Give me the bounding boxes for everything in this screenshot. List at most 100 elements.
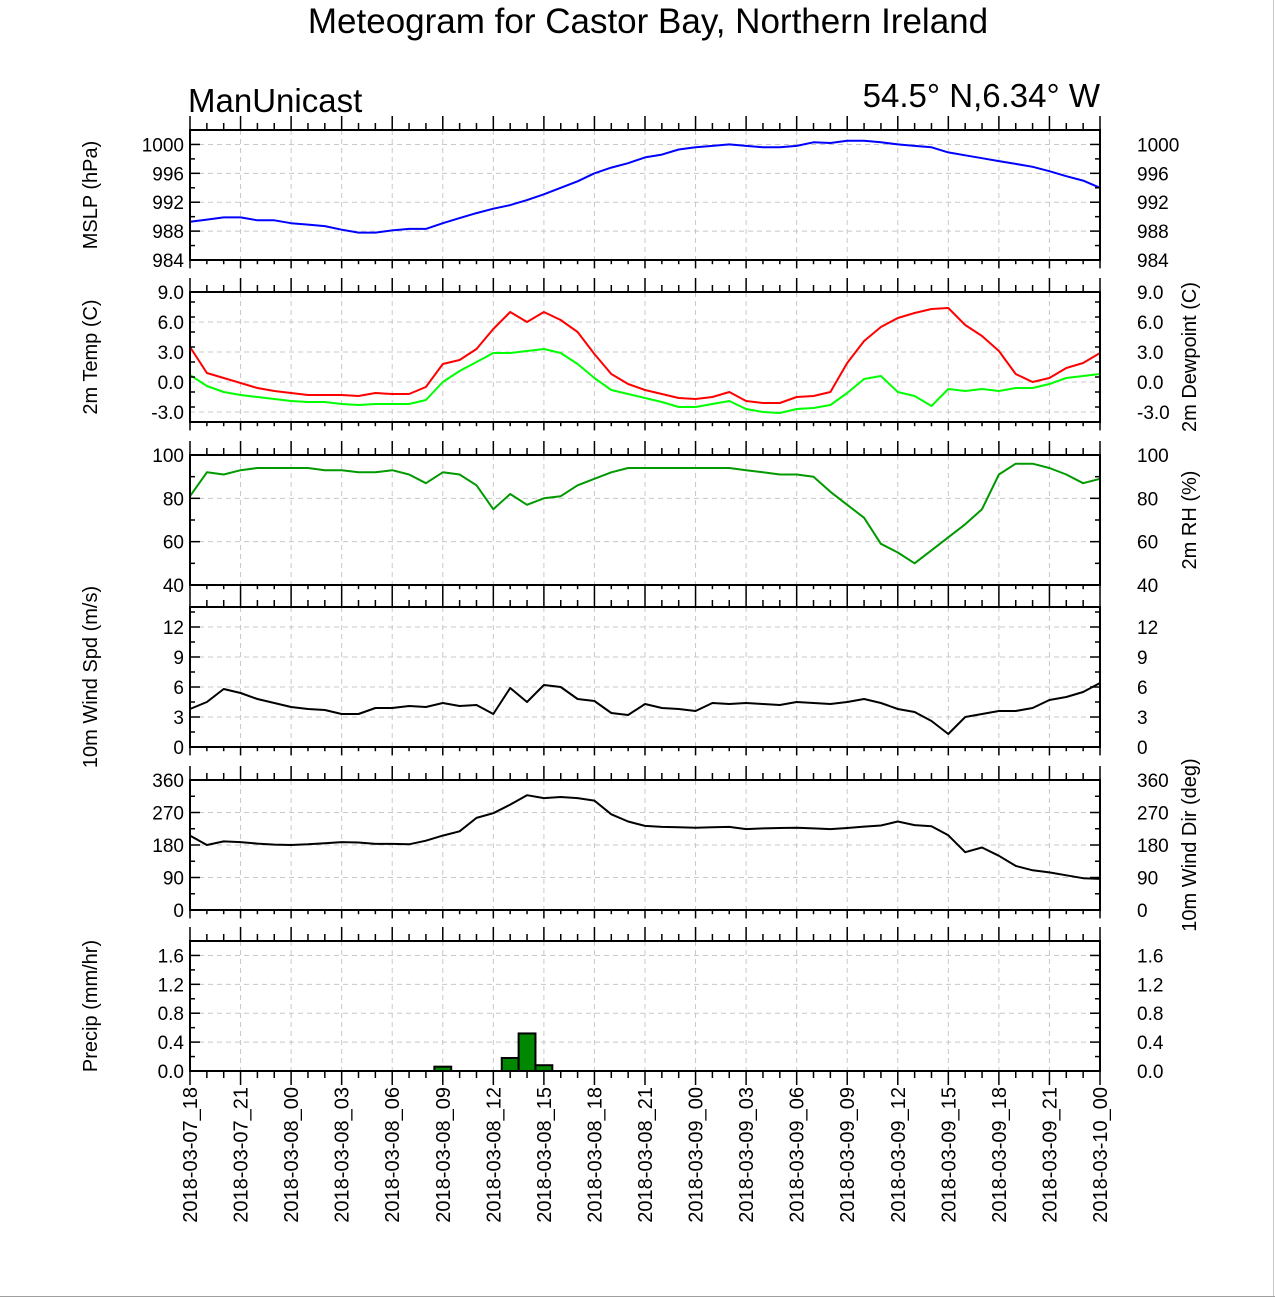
y-tick-label-right: 40 [1137,576,1158,597]
x-tick-label: 2018-03-09_09 [837,1087,859,1223]
x-tick-label: 2018-03-09_15 [938,1087,960,1223]
panel-precip: 0.0 0.0 0.4 0.4 0.8 0.8 1.2 1.2 1.6 1.6 Precip (mm… [80,927,1164,1085]
time-axis: 2018-03-07_18 2018-03-07_21 2018-03-08_00 2… [180,1087,1112,1223]
y-tick-label-left: 9 [173,648,184,669]
panel-temp: -3.0 -3.0 0.0 0.0 3.0 3.0 6.0 6.0 9.0 9.0 2m Temp … [80,278,1201,432]
x-tick-label: 2018-03-08_06 [382,1087,404,1223]
precip-bar [500,1057,520,1072]
x-tick-label: 2018-03-09_12 [888,1087,910,1223]
x-tick-label: 2018-03-09_03 [736,1087,758,1223]
y-tick-label-left: 984 [152,251,184,272]
y-tick-label-left: 0.8 [158,1004,184,1025]
y-tick-label-right: 0 [1137,738,1148,759]
x-tick-label: 2018-03-09_00 [686,1087,708,1223]
wind_speed-ylabel-left: 10m Wind Spd (m/s) [80,586,102,768]
x-tick-label: 2018-03-07_18 [180,1087,202,1223]
y-tick-label-left: 40 [163,576,184,597]
temp-ylabel-left: 2m Temp (C) [80,299,102,414]
wind_speed-series-line-0 [189,682,1101,735]
y-tick-label-left: 0.4 [158,1033,185,1054]
y-tick-label-right: 12 [1137,618,1158,639]
x-tick-label: 2018-03-08_12 [483,1087,505,1223]
y-tick-label-right: 3.0 [1137,343,1163,364]
y-tick-label-left: 100 [152,446,184,467]
wind_dir-ylabel-right: 10m Wind Dir (deg) [1179,758,1201,931]
window-right-border [1273,0,1274,1296]
x-tick-label: 2018-03-07_21 [231,1087,253,1223]
location-label: 54.5° N,6.34° W [863,77,1101,114]
y-tick-label-left: 90 [163,869,184,890]
y-tick-label-left: 9.0 [158,283,184,304]
x-tick-label: 2018-03-09_18 [989,1087,1011,1223]
panel-wind_dir: 0 0 90 90 180 180 270 270 360 360 10m Wind Dir (de… [152,758,1201,931]
y-tick-label-left: 1.2 [158,975,184,996]
y-tick-label-left: 1.6 [158,946,184,967]
y-tick-label-left: 996 [152,164,184,185]
window-bottom-border [0,1296,1275,1297]
y-tick-label-right: 992 [1137,193,1169,214]
y-tick-label-right: 1000 [1137,135,1179,156]
temp-series-line-0 [189,307,1101,404]
y-tick-label-right: 996 [1137,164,1169,185]
y-tick-label-right: 9 [1137,648,1148,669]
rh-series-line-0 [189,462,1101,565]
y-tick-label-right: 9.0 [1137,283,1163,304]
wind_dir-series-line-0 [189,794,1101,880]
y-tick-label-left: 6 [173,678,184,699]
y-tick-label-left: 0 [173,901,184,922]
x-tick-label: 2018-03-08_03 [332,1087,354,1223]
model-label: ManUnicast [188,82,362,119]
y-tick-label-left: 992 [152,193,184,214]
chart-title: Meteogram for Castor Bay, Northern Irela… [308,2,988,41]
panel-wind_speed: 0 0 3 3 6 6 9 9 12 12 10m Wind Spd (m/s) [80,586,1158,768]
y-tick-label-right: 984 [1137,251,1169,272]
y-tick-label-right: 3 [1137,708,1148,729]
x-tick-label: 2018-03-09_21 [1039,1087,1061,1223]
y-tick-label-left: 0.0 [158,373,184,394]
precip-ylabel-left: Precip (mm/hr) [80,940,102,1072]
y-tick-label-left: -3.0 [151,403,184,424]
rh-ylabel-right: 2m RH (%) [1179,471,1201,570]
y-tick-label-right: 0 [1137,901,1148,922]
y-tick-label-right: 0.0 [1137,373,1163,394]
y-tick-label-left: 360 [152,771,184,792]
x-tick-label: 2018-03-09_06 [787,1087,809,1223]
y-tick-label-left: 12 [163,618,184,639]
y-tick-label-right: 0.8 [1137,1004,1163,1025]
panel-mslp: 984 984 988 988 992 992 996 996 1000 1000 MSLP (hP… [80,116,1179,272]
y-tick-label-right: 0.0 [1137,1062,1163,1083]
y-tick-label-left: 988 [152,222,184,243]
y-tick-label-right: 80 [1137,489,1158,510]
y-tick-label-left: 270 [152,804,184,825]
y-tick-label-right: 100 [1137,446,1169,467]
y-tick-label-right: 0.4 [1137,1033,1164,1054]
mslp-ylabel-left: MSLP (hPa) [80,141,102,250]
y-tick-label-right: 6 [1137,678,1148,699]
y-tick-label-left: 0 [173,738,184,759]
y-tick-label-right: 988 [1137,222,1169,243]
temp-ylabel-right: 2m Dewpoint (C) [1179,282,1201,432]
precip-bar [517,1032,537,1073]
panel-rh: 40 40 60 60 80 80 100 100 2m RH (%) [152,441,1201,597]
y-tick-label-left: 3 [173,708,184,729]
y-tick-label-right: 60 [1137,533,1158,554]
y-tick-label-left: 6.0 [158,313,184,334]
temp-series-line-1 [189,348,1101,414]
y-tick-label-right: 360 [1137,771,1169,792]
x-tick-label: 2018-03-08_00 [281,1087,303,1223]
y-tick-label-left: 3.0 [158,343,184,364]
mslp-series-line-0 [189,139,1101,234]
x-tick-label: 2018-03-08_18 [584,1087,606,1223]
y-tick-label-right: 1.2 [1137,975,1163,996]
y-tick-label-right: 270 [1137,804,1169,825]
x-tick-label: 2018-03-08_15 [534,1087,556,1223]
y-tick-label-right: 180 [1137,836,1169,857]
x-tick-label: 2018-03-10_00 [1090,1087,1112,1223]
x-tick-label: 2018-03-08_21 [635,1087,657,1223]
y-tick-label-right: 6.0 [1137,313,1163,334]
y-tick-label-left: 1000 [142,135,184,156]
y-tick-label-left: 80 [163,489,184,510]
y-tick-label-left: 60 [163,533,184,554]
y-tick-label-right: -3.0 [1137,403,1170,424]
